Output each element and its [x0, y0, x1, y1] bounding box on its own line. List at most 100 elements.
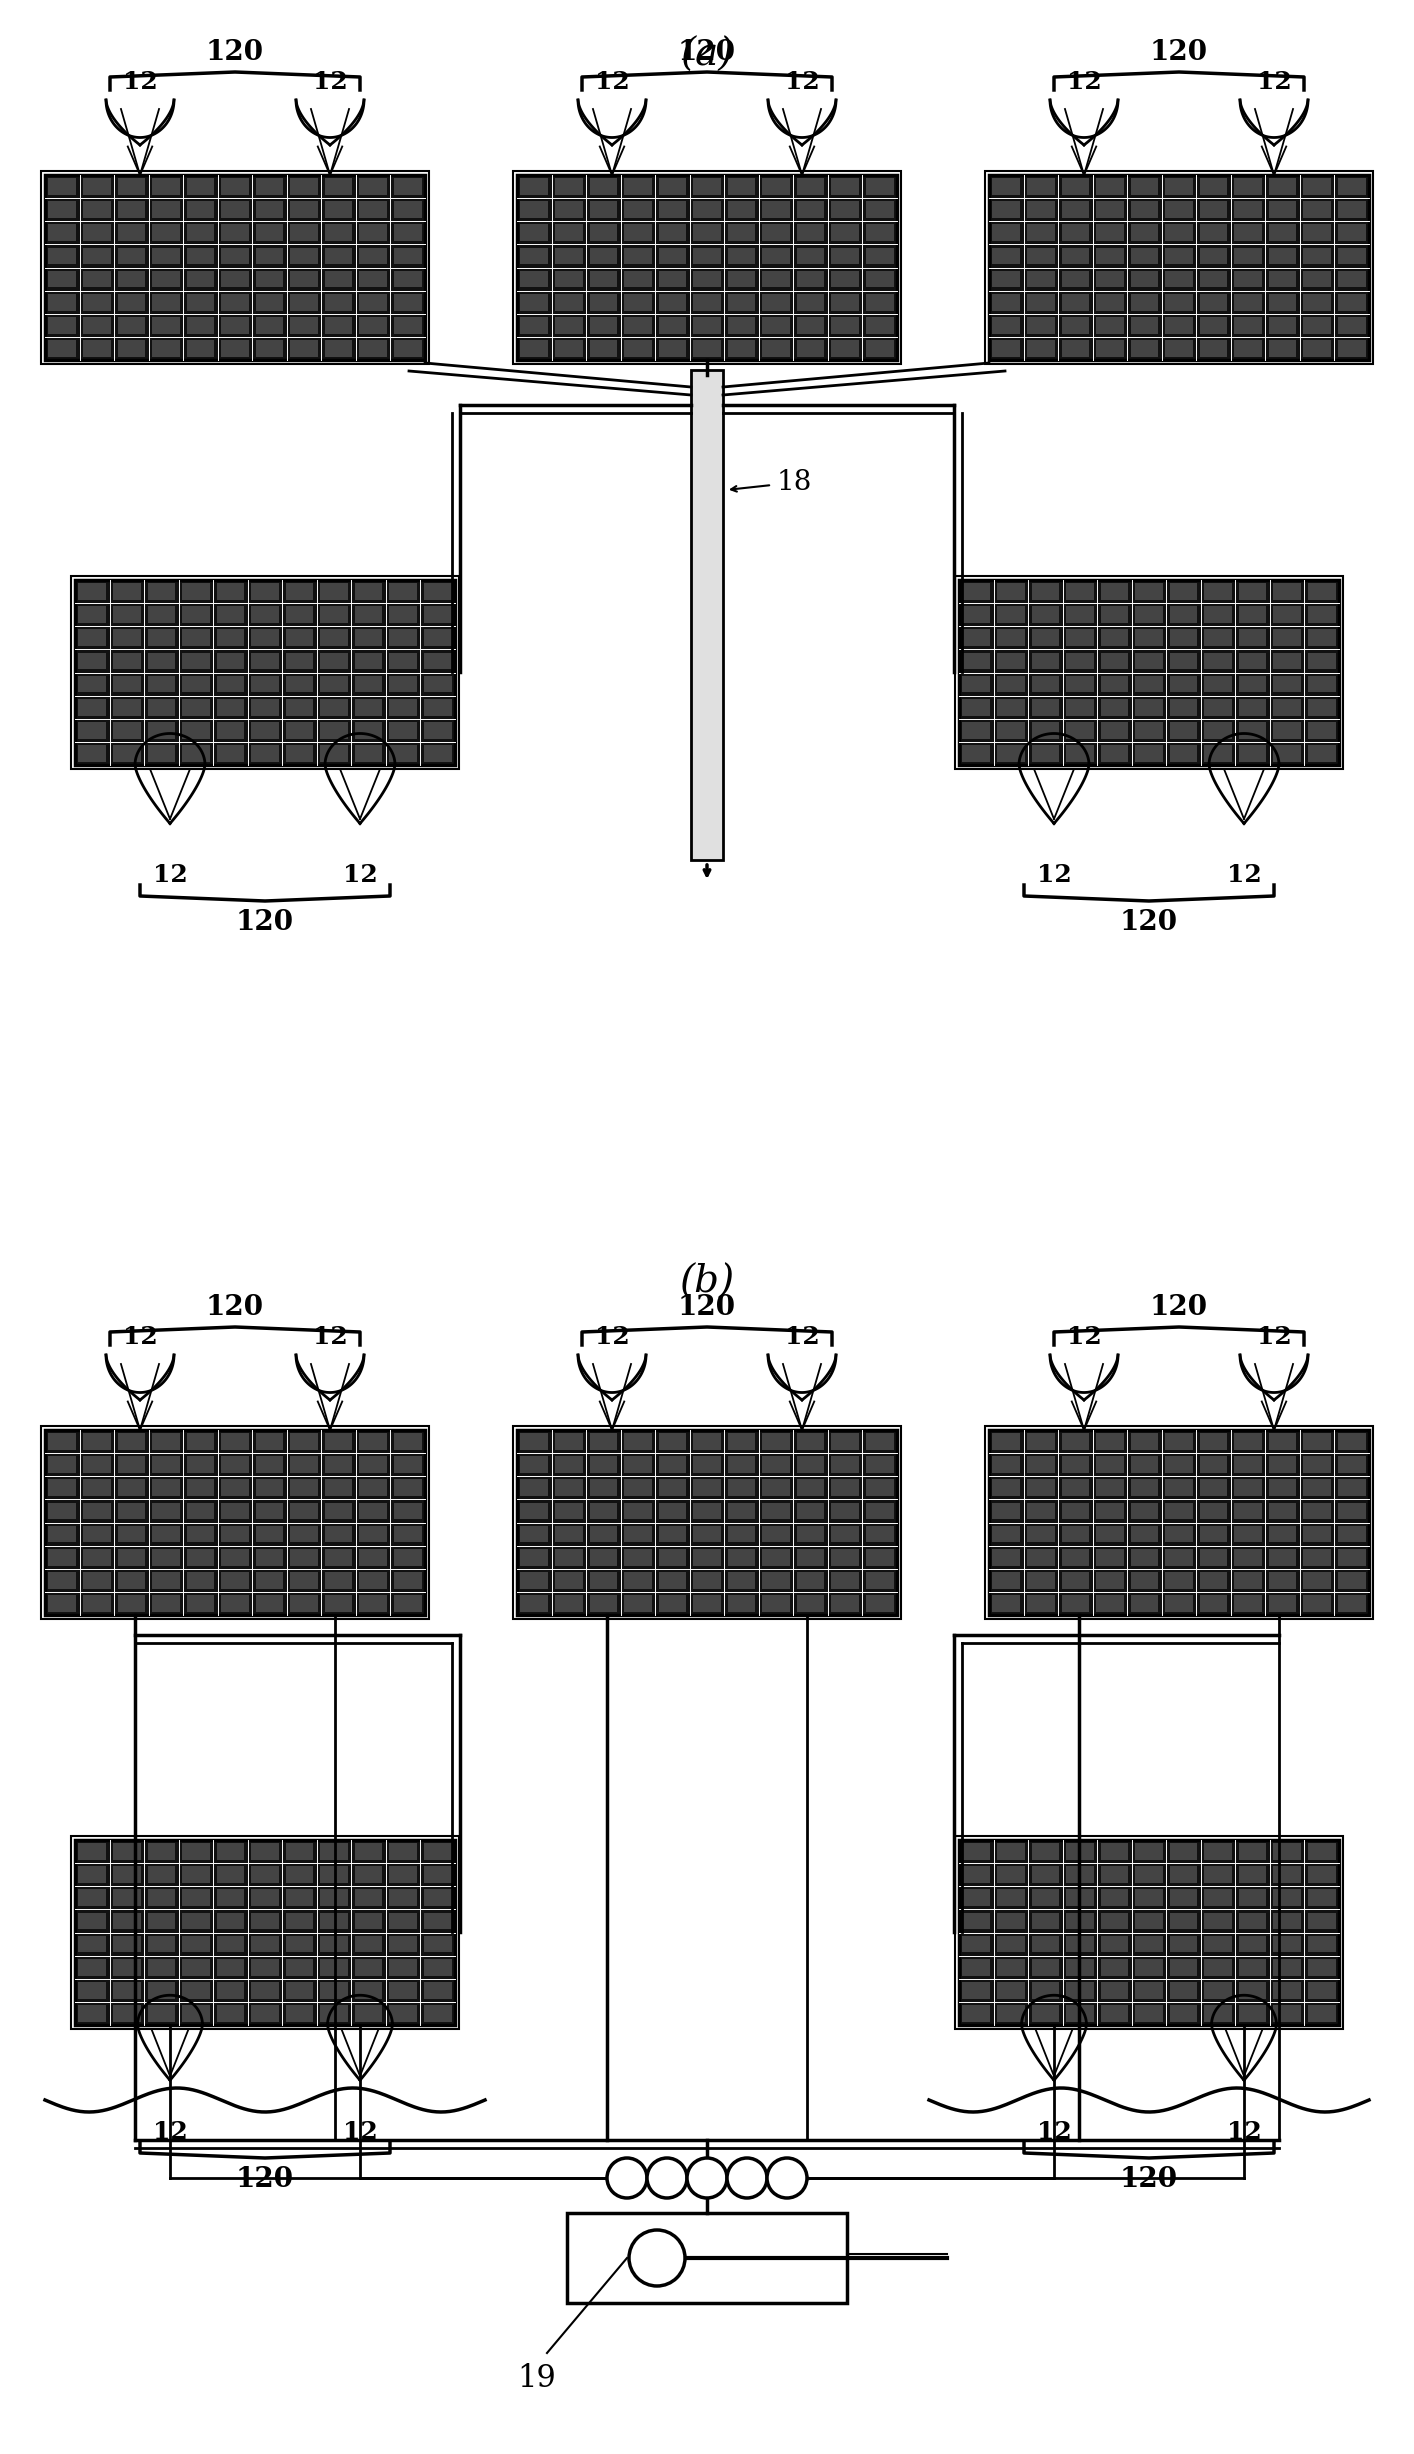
Bar	[424, 675, 451, 692]
Bar	[518, 174, 896, 361]
Bar	[395, 341, 421, 356]
Bar	[1100, 1983, 1128, 1998]
Bar	[1199, 1502, 1227, 1519]
Bar	[117, 1595, 146, 1612]
Bar	[78, 675, 106, 692]
Bar	[1308, 699, 1336, 717]
Bar	[762, 201, 790, 218]
Bar	[78, 1890, 106, 1907]
Bar	[325, 1433, 352, 1450]
Bar	[1274, 1890, 1301, 1907]
Bar	[556, 1548, 583, 1566]
Bar	[590, 1595, 617, 1612]
Bar	[395, 1573, 421, 1588]
Bar	[321, 1936, 348, 1953]
Bar	[624, 1455, 652, 1472]
Bar	[117, 1526, 146, 1544]
Bar	[1165, 317, 1193, 334]
Bar	[147, 1936, 175, 1953]
Bar	[252, 699, 279, 717]
Bar	[256, 1480, 283, 1497]
Bar	[1066, 1867, 1093, 1882]
Bar	[1066, 721, 1093, 739]
Bar	[1135, 1958, 1162, 1975]
Bar	[1169, 2005, 1198, 2022]
Bar	[993, 201, 1019, 218]
Bar	[48, 223, 76, 240]
Bar	[590, 179, 617, 194]
Bar	[1338, 1433, 1366, 1450]
Bar	[1066, 1843, 1093, 1860]
Bar	[693, 248, 721, 265]
Bar	[153, 201, 180, 218]
Bar	[1131, 1548, 1158, 1566]
Bar	[993, 270, 1019, 287]
Bar	[1338, 317, 1366, 334]
Bar	[693, 1548, 721, 1566]
Bar	[389, 606, 417, 623]
Bar	[556, 341, 583, 356]
Bar	[1066, 653, 1093, 670]
Bar	[728, 179, 755, 194]
Bar	[556, 317, 583, 334]
Bar	[252, 2005, 279, 2022]
Bar	[147, 1890, 175, 1907]
Bar	[1234, 1502, 1261, 1519]
Bar	[1135, 653, 1162, 670]
Bar	[187, 1480, 215, 1497]
Bar	[216, 631, 245, 645]
Bar	[389, 675, 417, 692]
Bar	[659, 317, 686, 334]
Bar	[590, 201, 617, 218]
Bar	[1096, 179, 1124, 194]
Bar	[355, 584, 382, 599]
Bar	[256, 179, 283, 194]
Bar	[256, 294, 283, 312]
Bar	[117, 201, 146, 218]
Bar	[1165, 179, 1193, 194]
Bar	[153, 341, 180, 356]
Bar	[1032, 2005, 1059, 2022]
Bar	[147, 721, 175, 739]
Bar	[624, 223, 652, 240]
Bar	[963, 1843, 990, 1860]
Bar	[1239, 631, 1267, 645]
Bar	[624, 248, 652, 265]
Bar	[290, 341, 318, 356]
Bar	[359, 1595, 387, 1612]
Bar	[286, 606, 314, 623]
Bar	[1239, 746, 1267, 761]
Bar	[113, 584, 140, 599]
Bar	[221, 1548, 249, 1566]
Bar	[290, 1573, 318, 1588]
Bar	[693, 201, 721, 218]
Text: 12: 12	[785, 71, 819, 93]
Bar	[252, 653, 279, 670]
Bar	[147, 631, 175, 645]
Bar	[321, 721, 348, 739]
Bar	[48, 1548, 76, 1566]
Text: 120: 120	[677, 1293, 737, 1320]
Bar	[1308, 1867, 1336, 1882]
Bar	[1062, 1502, 1089, 1519]
Bar	[797, 1526, 824, 1544]
Bar	[147, 746, 175, 761]
Bar	[1165, 1573, 1193, 1588]
Bar	[48, 341, 76, 356]
Bar	[520, 1480, 549, 1497]
Bar	[1066, 2005, 1093, 2022]
Bar	[1100, 1867, 1128, 1882]
Bar	[1239, 1912, 1267, 1929]
Bar	[1304, 1455, 1331, 1472]
Bar	[1274, 2005, 1301, 2022]
Bar	[1239, 584, 1267, 599]
Bar	[556, 1595, 583, 1612]
Bar	[797, 1595, 824, 1612]
Bar	[252, 1958, 279, 1975]
Bar	[624, 1433, 652, 1450]
Text: 12: 12	[153, 2120, 188, 2145]
Bar	[389, 631, 417, 645]
Bar	[1338, 248, 1366, 265]
Bar	[424, 1936, 451, 1953]
Bar	[321, 1890, 348, 1907]
